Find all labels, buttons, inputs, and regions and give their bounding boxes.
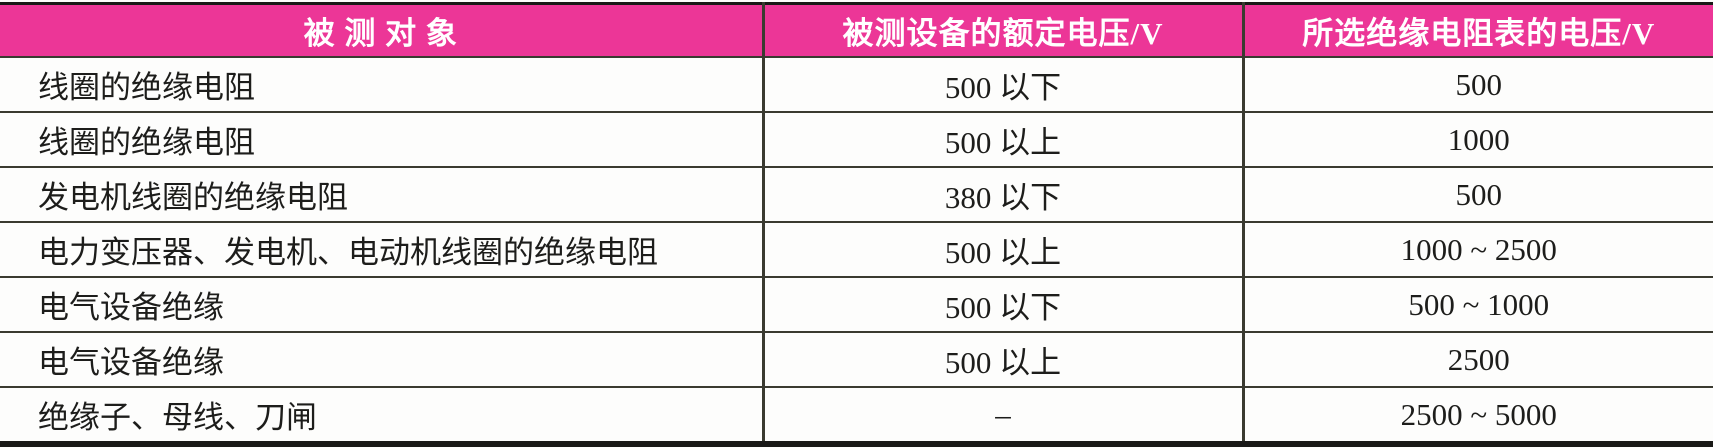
- cell-measured-object: 线圈的绝缘电阻: [0, 57, 763, 113]
- cell-measured-object: 绝缘子、母线、刀闸: [0, 387, 763, 444]
- table-row: 线圈的绝缘电阻 500 以上 1000: [0, 112, 1713, 168]
- table-row: 电气设备绝缘 500 以上 2500: [0, 332, 1713, 388]
- cell-meter-voltage: 1000: [1241, 112, 1713, 168]
- cell-rated-voltage: 500 以下: [761, 57, 1243, 113]
- table-row: 电力变压器、发电机、电动机线圈的绝缘电阻 500 以上 1000 ~ 2500: [0, 222, 1713, 278]
- cell-measured-object: 电力变压器、发电机、电动机线圈的绝缘电阻: [0, 222, 763, 278]
- cell-meter-voltage: 500: [1241, 57, 1713, 113]
- cell-meter-voltage: 1000 ~ 2500: [1241, 222, 1713, 278]
- cell-measured-object: 发电机线圈的绝缘电阻: [0, 167, 763, 223]
- cell-rated-voltage: 500 以上: [761, 222, 1243, 278]
- column-header-measured-object: 被 测 对 象: [0, 3, 763, 58]
- cell-measured-object: 电气设备绝缘: [0, 332, 763, 388]
- header-row: 被 测 对 象 被测设备的额定电压/V 所选绝缘电阻表的电压/V: [0, 3, 1713, 58]
- table-row: 发电机线圈的绝缘电阻 380 以下 500: [0, 167, 1713, 223]
- cell-rated-voltage: 500 以下: [761, 277, 1243, 333]
- table-row: 线圈的绝缘电阻 500 以下 500: [0, 57, 1713, 113]
- cell-rated-voltage: 500 以上: [761, 332, 1243, 388]
- column-header-meter-voltage: 所选绝缘电阻表的电压/V: [1241, 3, 1713, 58]
- cell-rated-voltage: 500 以上: [761, 112, 1243, 168]
- column-header-rated-voltage: 被测设备的额定电压/V: [761, 3, 1243, 58]
- table-row: 绝缘子、母线、刀闸 – 2500 ~ 5000: [0, 387, 1713, 444]
- cell-measured-object: 电气设备绝缘: [0, 277, 763, 333]
- cell-meter-voltage: 500 ~ 1000: [1241, 277, 1713, 333]
- cell-measured-object: 线圈的绝缘电阻: [0, 112, 763, 168]
- cell-rated-voltage: –: [761, 387, 1243, 444]
- cell-rated-voltage: 380 以下: [761, 167, 1243, 223]
- cell-meter-voltage: 500: [1241, 167, 1713, 223]
- cell-meter-voltage: 2500: [1241, 332, 1713, 388]
- table-row: 电气设备绝缘 500 以下 500 ~ 1000: [0, 277, 1713, 333]
- cell-meter-voltage: 2500 ~ 5000: [1241, 387, 1713, 444]
